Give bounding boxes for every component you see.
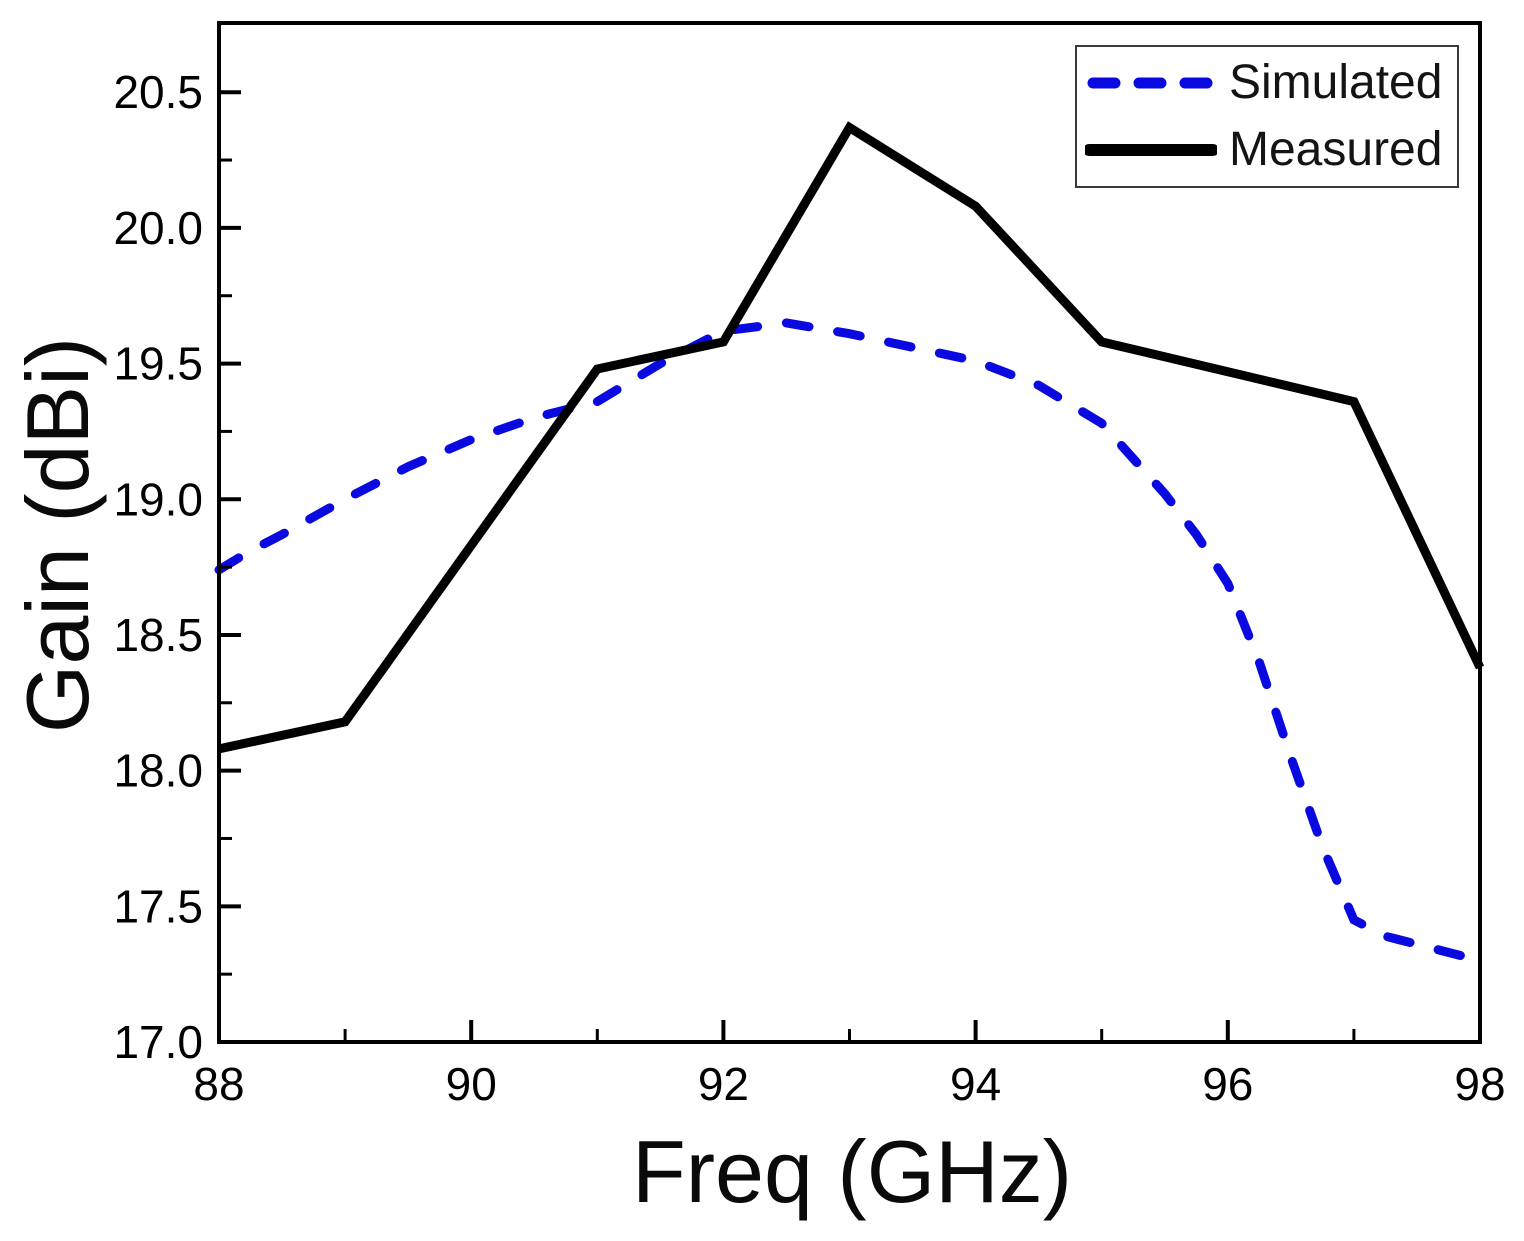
x-tick-label: 90	[446, 1058, 497, 1110]
y-tick-label: 18.5	[113, 609, 203, 661]
y-tick-label: 17.5	[113, 880, 203, 932]
legend-label-measured: Measured	[1229, 122, 1443, 176]
x-tick-label: 96	[1202, 1058, 1253, 1110]
legend-box: Simulated Measured	[1075, 45, 1459, 188]
measured-line	[218, 121, 1485, 754]
y-tick-label: 19.0	[113, 473, 203, 525]
x-tick-label: 92	[698, 1058, 749, 1110]
x-tick-label: 98	[1454, 1058, 1505, 1110]
x-tick-label: 88	[193, 1058, 244, 1110]
simulated-dashed-line-icon	[1087, 77, 1217, 89]
y-axis-label: Gain (dBi)	[8, 336, 107, 734]
y-tick-label: 19.5	[113, 338, 203, 390]
x-axis-label: Freq (GHz)	[632, 1122, 1072, 1221]
simulated-line	[214, 318, 1485, 966]
legend-label-simulated: Simulated	[1229, 56, 1443, 110]
measured-solid-line-icon	[1085, 143, 1217, 156]
y-tick-label: 18.0	[113, 745, 203, 797]
y-tick-label: 20.5	[113, 66, 203, 118]
y-tick-label: 17.0	[113, 1016, 203, 1068]
x-tick-label: 94	[950, 1058, 1001, 1110]
legend-item-measured: Measured	[1085, 118, 1449, 182]
y-tick-label: 20.0	[113, 202, 203, 254]
legend-item-simulated: Simulated	[1085, 51, 1449, 115]
